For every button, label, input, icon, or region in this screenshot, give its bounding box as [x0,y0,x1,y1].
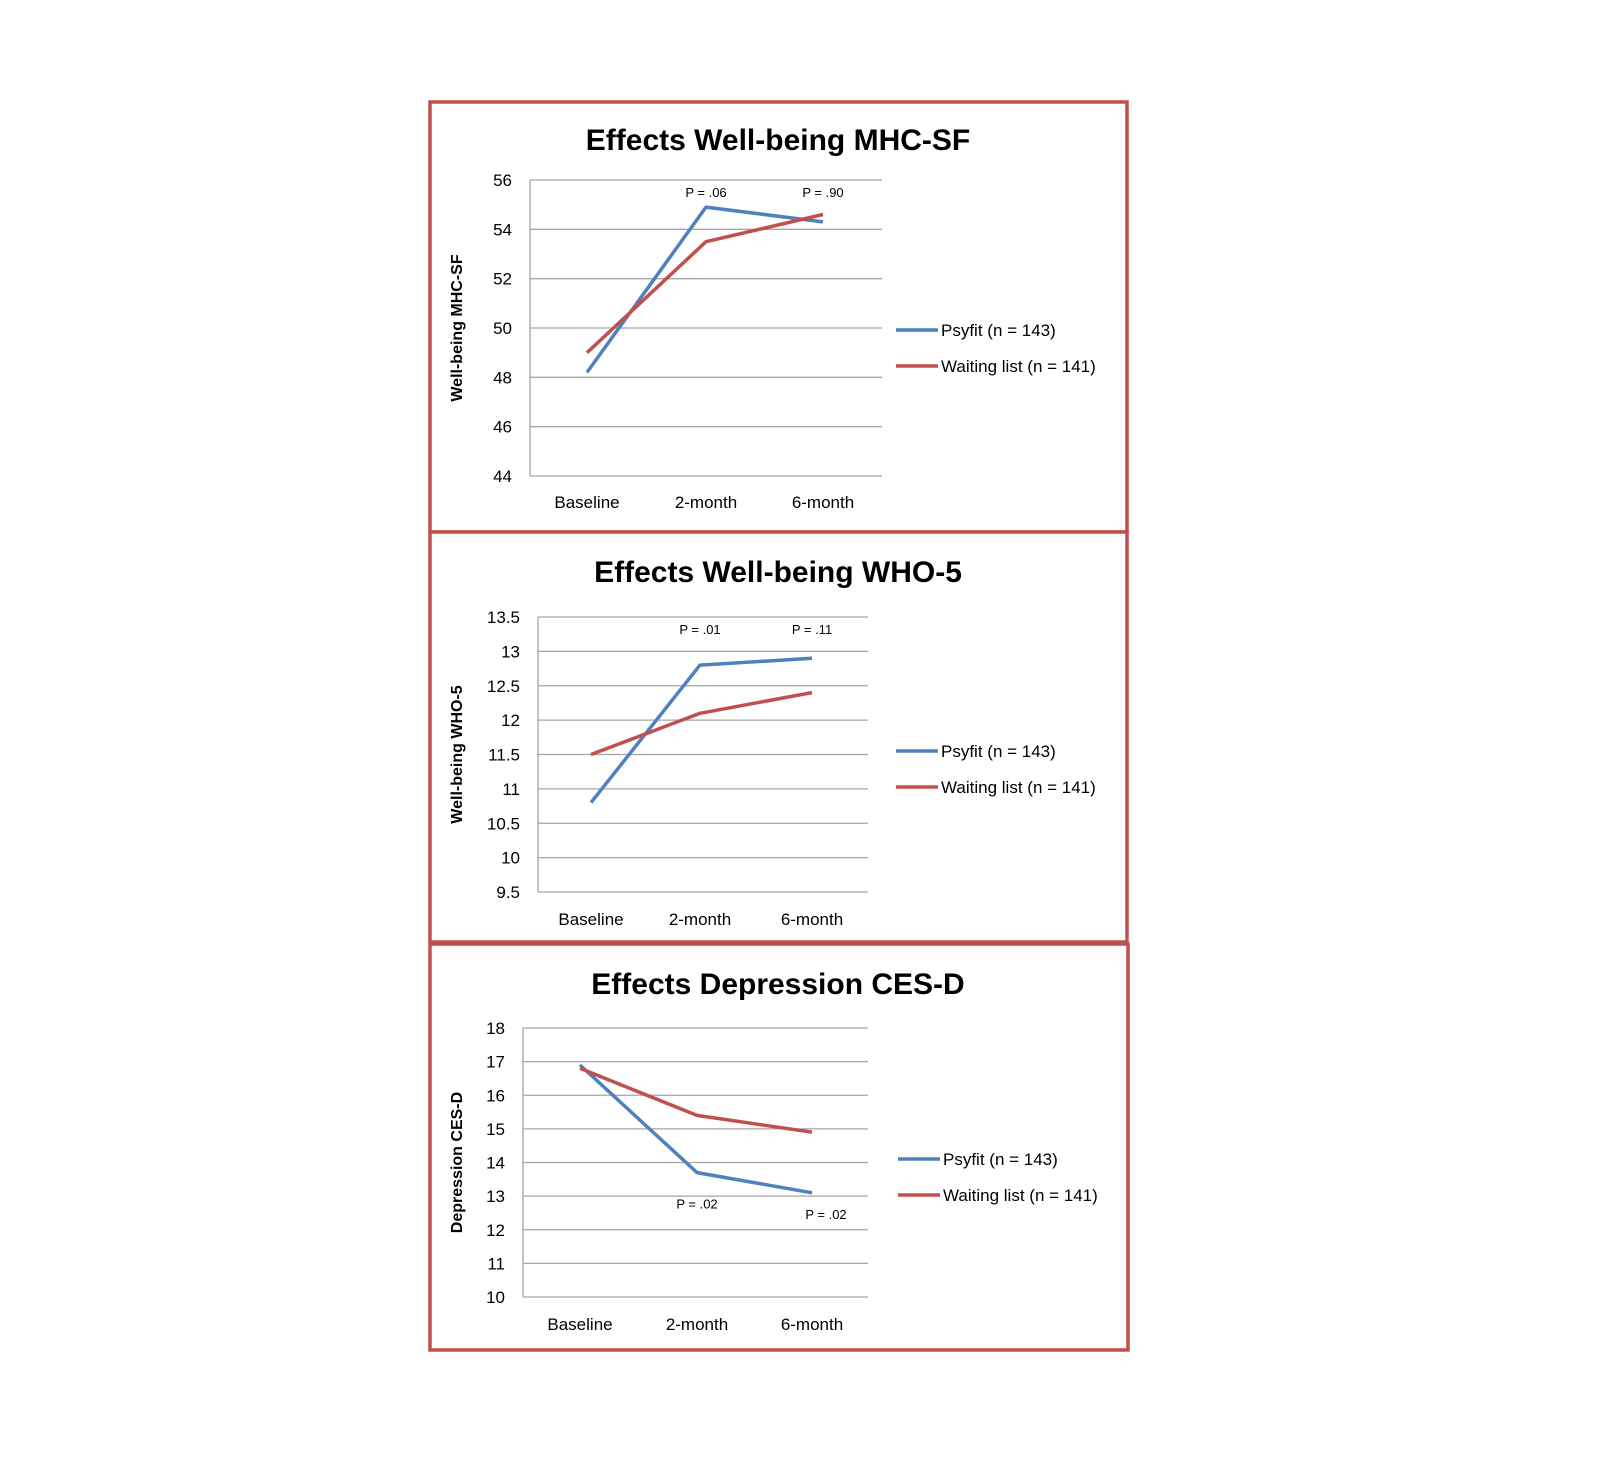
y-tick-label: 14 [486,1154,505,1173]
y-tick-label: 48 [493,368,512,387]
x-tick-label: Baseline [547,1315,612,1334]
x-tick-label: 2-month [666,1315,728,1334]
y-tick-label: 10 [501,849,520,868]
y-tick-label: 54 [493,220,512,239]
y-tick-label: 10.5 [487,814,520,833]
y-tick-label: 10 [486,1288,505,1307]
y-tick-label: 11 [502,780,520,799]
x-tick-label: 6-month [792,493,854,512]
y-tick-label: 13 [486,1187,505,1206]
x-tick-label: Baseline [558,910,623,929]
y-tick-label: 11 [487,1254,505,1273]
p-value-annotation: P = .02 [805,1207,846,1222]
legend-label: Psyfit (n = 143) [943,1150,1058,1169]
legend-label: Waiting list (n = 141) [941,778,1096,797]
panel-ces-d: Effects Depression CES-D 10 11 12 13 14 15 16 17… [428,942,1130,1352]
chart-title: Effects Depression CES-D [591,968,964,1001]
panel-frame [428,530,1129,944]
y-axis-title: Well-being WHO-5 [449,685,466,823]
series-line-waiting-list [579,1066,813,1134]
y-tick-label: 46 [493,418,512,437]
x-tick-label: 2-month [675,493,737,512]
legend-label: Waiting list (n = 141) [943,1186,1098,1205]
p-value-annotation: P = .01 [679,622,720,637]
y-tick-label: 17 [486,1053,505,1072]
y-tick-label: 9.5 [496,883,520,902]
panel-frame [428,942,1130,1352]
x-tick-label: 2-month [669,910,731,929]
panel-frame [428,100,1129,534]
legend-label: Waiting list (n = 141) [941,357,1096,376]
chart-title: Effects Well-being MHC-SF [586,124,970,157]
y-tick-label: 11.5 [488,746,520,765]
legend-label: Psyfit (n = 143) [941,321,1056,340]
y-tick-label: 12.5 [487,677,520,696]
chart-title: Effects Well-being WHO-5 [594,556,962,589]
y-tick-label: 44 [493,467,512,486]
y-tick-label: 13.5 [487,608,520,627]
p-value-annotation: P = .90 [802,185,843,200]
series-line-waiting-list [585,212,824,354]
y-tick-label: 15 [486,1120,505,1139]
y-axis-title: Well-being MHC-SF [449,254,466,401]
y-tick-label: 12 [501,711,520,730]
y-tick-label: 13 [501,642,520,661]
y-tick-label: 52 [493,270,512,289]
y-tick-label: 12 [486,1221,505,1240]
panel-mhc-sf: Effects Well-being MHC-SF 44 46 48 50 52 54 56 B… [428,100,1129,534]
y-tick-label: 50 [493,319,512,338]
series-line-psyfit [578,1063,813,1195]
y-axis-title: Depression CES-D [449,1092,466,1233]
y-tick-label: 18 [486,1019,505,1038]
y-tick-label: 16 [486,1086,505,1105]
x-tick-label: Baseline [554,493,619,512]
p-value-annotation: P = .06 [685,185,726,200]
series-line-waiting-list [590,690,813,757]
legend-label: Psyfit (n = 143) [941,742,1056,761]
panel-who-5: Effects Well-being WHO-5 9.5 10 10.5 11 11.5 1… [428,530,1129,944]
y-tick-label: 56 [493,171,512,190]
x-tick-label: 6-month [781,1315,843,1334]
p-value-annotation: P = .11 [792,622,832,637]
x-tick-label: 6-month [781,910,843,929]
series-line-psyfit [589,656,813,804]
p-value-annotation: P = .02 [676,1197,717,1212]
